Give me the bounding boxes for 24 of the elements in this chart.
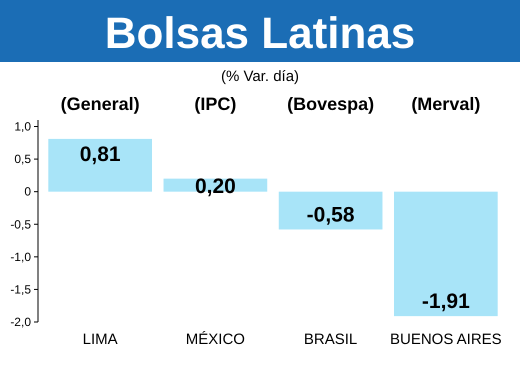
- text: (General): [60, 94, 140, 114]
- x-tick-label: MÉXICO: [186, 330, 245, 348]
- text: (Bovespa): [287, 94, 374, 114]
- chart-title: Bolsas Latinas: [104, 9, 416, 58]
- bar: [48, 138, 152, 192]
- text: (IPC): [194, 94, 236, 114]
- y-tick-label: -2,0: [10, 315, 32, 329]
- chart-subtitle: (% Var. día): [220, 68, 300, 85]
- bar: [278, 192, 382, 230]
- text: (Merval): [411, 94, 480, 114]
- y-tick-label: 0,5: [14, 152, 32, 166]
- data-label: 0,81: [80, 142, 121, 166]
- y-tick-label: 0: [24, 184, 32, 199]
- data-label: -1,91: [422, 290, 470, 314]
- y-tick-label: -0,5: [10, 217, 32, 232]
- x-tick-label: BRASIL: [304, 331, 358, 348]
- y-tick-label: -1,5: [10, 282, 32, 296]
- x-tick-label: LIMA: [82, 331, 118, 348]
- data-label: -0,58: [306, 203, 355, 226]
- bar: [394, 192, 498, 316]
- x-tick-label: BUENOS AIRES: [390, 331, 502, 348]
- y-tick-label: 1,0: [14, 120, 32, 134]
- y-tick-label: -1,0: [10, 250, 32, 264]
- data-label: 0,20: [194, 175, 236, 198]
